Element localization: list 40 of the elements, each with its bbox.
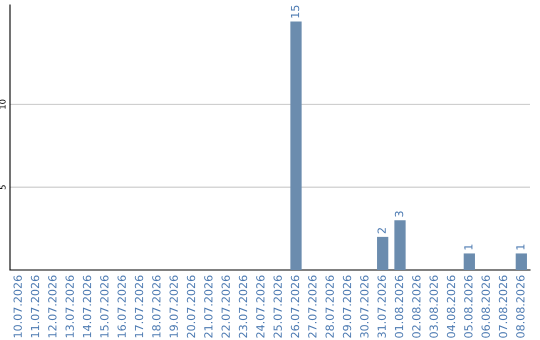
bar	[464, 253, 475, 270]
bar	[516, 253, 527, 270]
data-label: 3	[394, 211, 404, 217]
x-tick-label: 20.07.2026	[186, 276, 196, 338]
x-tick-label: 01.08.2026	[394, 276, 404, 338]
x-tick-label: 07.08.2026	[498, 276, 508, 338]
x-tick-label: 19.07.2026	[169, 276, 178, 338]
data-label: 1	[516, 244, 524, 250]
x-tick-label: 03.08.2026	[429, 276, 438, 338]
x-tick-label: 30.07.2026	[360, 276, 369, 338]
x-tick-label: 29.07.2026	[342, 276, 352, 338]
x-tick-label: 16.07.2026	[117, 276, 126, 338]
x-tick-label: 24.07.2026	[256, 276, 265, 338]
x-tick-label: 23.07.2026	[238, 276, 248, 338]
data-label: 1	[464, 244, 472, 250]
x-tick-label: 25.07.2026	[273, 276, 282, 338]
bar	[394, 220, 406, 270]
x-tick-label: 04.08.2026	[446, 276, 456, 338]
x-tick-label: 18.07.2026	[152, 276, 161, 338]
x-tick-label: 15.07.2026	[100, 276, 109, 338]
bar	[377, 236, 388, 270]
x-tick-label: 26.07.2026	[290, 276, 300, 338]
x-tick-label: 17.07.2026	[134, 276, 144, 338]
bar	[290, 22, 302, 270]
data-label: 15	[290, 6, 300, 18]
x-tick-label: 12.07.2026	[48, 276, 57, 338]
x-tick-label: 11.07.2026	[30, 276, 40, 338]
x-tick-label: 10.07.2026	[13, 276, 22, 338]
x-tick-label: 22.07.2026	[221, 276, 230, 338]
x-tick-label: 31.07.2026	[377, 276, 386, 338]
x-tick-label: 28.07.2026	[325, 276, 334, 338]
x-tick-label: 06.08.2026	[481, 276, 490, 338]
x-tick-label: 13.07.2026	[65, 276, 74, 338]
x-tick-label: 02.08.2026	[412, 276, 421, 338]
data-label: 2	[377, 228, 386, 234]
x-tick-label: 21.07.2026	[204, 276, 213, 338]
x-tick-label: 08.08.2026	[516, 276, 525, 338]
x-tick-label: 27.07.2026	[308, 276, 317, 338]
x-tick-label: 05.08.2026	[464, 276, 473, 338]
x-tick-label: 14.07.2026	[82, 276, 92, 338]
